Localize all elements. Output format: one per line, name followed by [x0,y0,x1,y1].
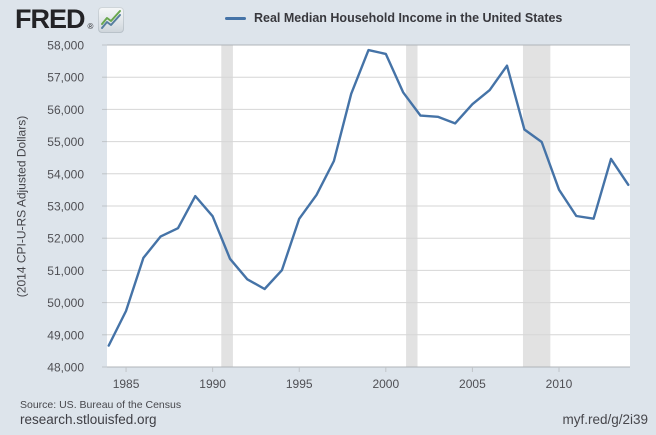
y-tick-label: 48,000 [47,361,84,375]
x-tick-label: 1990 [199,377,226,391]
y-tick-label: 53,000 [47,200,84,214]
graph-shortlink[interactable]: myf.red/g/2i39 [562,412,648,427]
y-tick-label: 58,000 [47,39,84,53]
x-tick-label: 2010 [546,377,573,391]
fred-logo[interactable]: FRED ® [15,4,125,34]
y-tick-label: 51,000 [47,264,84,278]
fred-logo-text: FRED [15,4,85,34]
registered-trademark-symbol: ® [87,22,94,31]
legend-series-label: Real Median Household Income in the Unit… [254,11,563,25]
y-tick-label: 52,000 [47,232,84,246]
y-tick-label: 54,000 [47,167,84,181]
x-tick-label: 2000 [372,377,399,391]
y-tick-label: 55,000 [47,135,84,149]
x-tick-label: 1985 [113,377,140,391]
income-line [107,48,630,347]
source-note: Source: US. Bureau of the Census [20,399,182,411]
x-tick-label: 2005 [459,377,486,391]
fred-logo-chart-icon [98,6,125,33]
y-tick-label: 56,000 [47,103,84,117]
x-tick-label: 1995 [286,377,313,391]
research-site-link[interactable]: research.stlouisfed.org [20,412,157,427]
legend-item[interactable]: Real Median Household Income in the Unit… [225,11,562,25]
y-tick-label: 50,000 [47,296,84,310]
y-tick-label: 57,000 [47,71,84,85]
y-axis-title: (2014 CPI-U-RS Adjusted Dollars) [14,115,29,298]
legend-line-swatch [225,16,246,20]
y-tick-label: 49,000 [47,328,84,342]
